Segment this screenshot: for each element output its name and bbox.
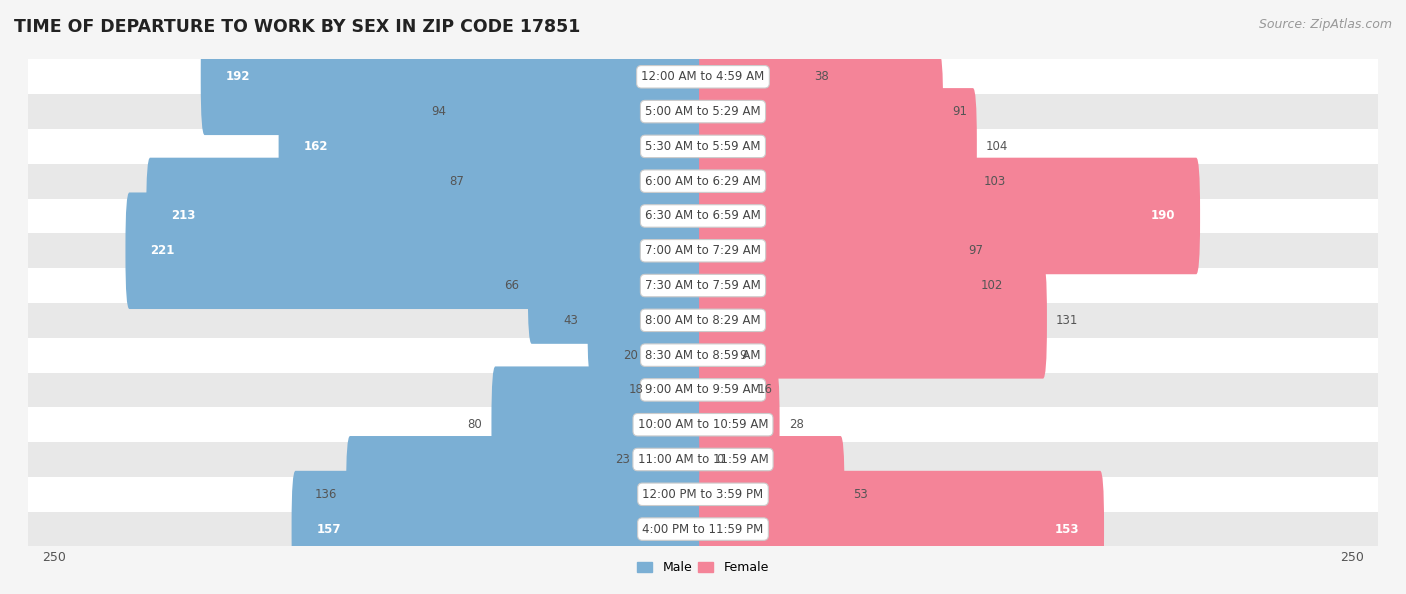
Text: 8:30 AM to 8:59 AM: 8:30 AM to 8:59 AM bbox=[645, 349, 761, 362]
FancyBboxPatch shape bbox=[640, 401, 707, 518]
Text: 6:00 AM to 6:29 AM: 6:00 AM to 6:29 AM bbox=[645, 175, 761, 188]
Text: 66: 66 bbox=[503, 279, 519, 292]
FancyBboxPatch shape bbox=[3, 407, 1403, 442]
Text: 157: 157 bbox=[316, 523, 340, 536]
FancyBboxPatch shape bbox=[647, 297, 707, 413]
Text: 7:00 AM to 7:29 AM: 7:00 AM to 7:29 AM bbox=[645, 244, 761, 257]
FancyBboxPatch shape bbox=[492, 366, 707, 483]
FancyBboxPatch shape bbox=[3, 233, 1403, 268]
FancyBboxPatch shape bbox=[201, 18, 707, 135]
FancyBboxPatch shape bbox=[699, 192, 959, 309]
Text: 16: 16 bbox=[758, 383, 772, 396]
FancyBboxPatch shape bbox=[699, 157, 1201, 274]
Text: 97: 97 bbox=[967, 244, 983, 257]
FancyBboxPatch shape bbox=[699, 366, 779, 483]
FancyBboxPatch shape bbox=[3, 198, 1403, 233]
Legend: Male, Female: Male, Female bbox=[633, 556, 773, 579]
Text: 192: 192 bbox=[225, 70, 250, 83]
Text: 8:00 AM to 8:29 AM: 8:00 AM to 8:29 AM bbox=[645, 314, 761, 327]
FancyBboxPatch shape bbox=[3, 268, 1403, 303]
Text: 0: 0 bbox=[716, 453, 723, 466]
Text: 91: 91 bbox=[952, 105, 967, 118]
FancyBboxPatch shape bbox=[3, 477, 1403, 511]
Text: 190: 190 bbox=[1152, 210, 1175, 223]
Text: 94: 94 bbox=[432, 105, 446, 118]
FancyBboxPatch shape bbox=[291, 471, 707, 587]
FancyBboxPatch shape bbox=[699, 123, 974, 239]
FancyBboxPatch shape bbox=[699, 262, 1047, 378]
Text: 10:00 AM to 10:59 AM: 10:00 AM to 10:59 AM bbox=[638, 418, 768, 431]
FancyBboxPatch shape bbox=[3, 511, 1403, 546]
Text: TIME OF DEPARTURE TO WORK BY SEX IN ZIP CODE 17851: TIME OF DEPARTURE TO WORK BY SEX IN ZIP … bbox=[14, 18, 581, 36]
FancyBboxPatch shape bbox=[456, 53, 707, 170]
Text: 9: 9 bbox=[740, 349, 747, 362]
FancyBboxPatch shape bbox=[699, 18, 806, 135]
FancyBboxPatch shape bbox=[125, 192, 707, 309]
Text: 104: 104 bbox=[986, 140, 1008, 153]
Text: 213: 213 bbox=[172, 210, 195, 223]
FancyBboxPatch shape bbox=[278, 88, 707, 205]
Text: 12:00 AM to 4:59 AM: 12:00 AM to 4:59 AM bbox=[641, 70, 765, 83]
Text: 23: 23 bbox=[616, 453, 630, 466]
FancyBboxPatch shape bbox=[3, 303, 1403, 338]
FancyBboxPatch shape bbox=[699, 436, 845, 552]
Text: 131: 131 bbox=[1056, 314, 1078, 327]
FancyBboxPatch shape bbox=[3, 338, 1403, 372]
Text: 136: 136 bbox=[315, 488, 337, 501]
FancyBboxPatch shape bbox=[3, 59, 1403, 94]
FancyBboxPatch shape bbox=[588, 262, 707, 378]
FancyBboxPatch shape bbox=[699, 331, 748, 448]
Text: 12:00 PM to 3:59 PM: 12:00 PM to 3:59 PM bbox=[643, 488, 763, 501]
FancyBboxPatch shape bbox=[474, 123, 707, 239]
Text: 18: 18 bbox=[628, 383, 644, 396]
FancyBboxPatch shape bbox=[3, 94, 1403, 129]
FancyBboxPatch shape bbox=[3, 372, 1403, 407]
FancyBboxPatch shape bbox=[527, 228, 707, 344]
Text: Source: ZipAtlas.com: Source: ZipAtlas.com bbox=[1258, 18, 1392, 31]
FancyBboxPatch shape bbox=[346, 436, 707, 552]
Text: 20: 20 bbox=[623, 349, 638, 362]
Text: 162: 162 bbox=[304, 140, 328, 153]
FancyBboxPatch shape bbox=[3, 129, 1403, 164]
Text: 87: 87 bbox=[450, 175, 464, 188]
Text: 28: 28 bbox=[789, 418, 804, 431]
FancyBboxPatch shape bbox=[3, 164, 1403, 198]
Text: 153: 153 bbox=[1054, 523, 1080, 536]
FancyBboxPatch shape bbox=[652, 331, 707, 448]
Text: 6:30 AM to 6:59 AM: 6:30 AM to 6:59 AM bbox=[645, 210, 761, 223]
FancyBboxPatch shape bbox=[699, 53, 943, 170]
Text: 103: 103 bbox=[983, 175, 1005, 188]
Text: 4:00 PM to 11:59 PM: 4:00 PM to 11:59 PM bbox=[643, 523, 763, 536]
FancyBboxPatch shape bbox=[699, 471, 1104, 587]
Text: 5:30 AM to 5:59 AM: 5:30 AM to 5:59 AM bbox=[645, 140, 761, 153]
FancyBboxPatch shape bbox=[146, 157, 707, 274]
Text: 102: 102 bbox=[981, 279, 1002, 292]
Text: 38: 38 bbox=[814, 70, 830, 83]
Text: 11:00 AM to 11:59 AM: 11:00 AM to 11:59 AM bbox=[638, 453, 768, 466]
FancyBboxPatch shape bbox=[699, 88, 977, 205]
Text: 80: 80 bbox=[468, 418, 482, 431]
FancyBboxPatch shape bbox=[3, 442, 1403, 477]
FancyBboxPatch shape bbox=[699, 228, 972, 344]
Text: 5:00 AM to 5:29 AM: 5:00 AM to 5:29 AM bbox=[645, 105, 761, 118]
Text: 53: 53 bbox=[853, 488, 869, 501]
Text: 221: 221 bbox=[150, 244, 174, 257]
Text: 43: 43 bbox=[564, 314, 578, 327]
Text: 7:30 AM to 7:59 AM: 7:30 AM to 7:59 AM bbox=[645, 279, 761, 292]
Text: 9:00 AM to 9:59 AM: 9:00 AM to 9:59 AM bbox=[645, 383, 761, 396]
FancyBboxPatch shape bbox=[699, 297, 730, 413]
